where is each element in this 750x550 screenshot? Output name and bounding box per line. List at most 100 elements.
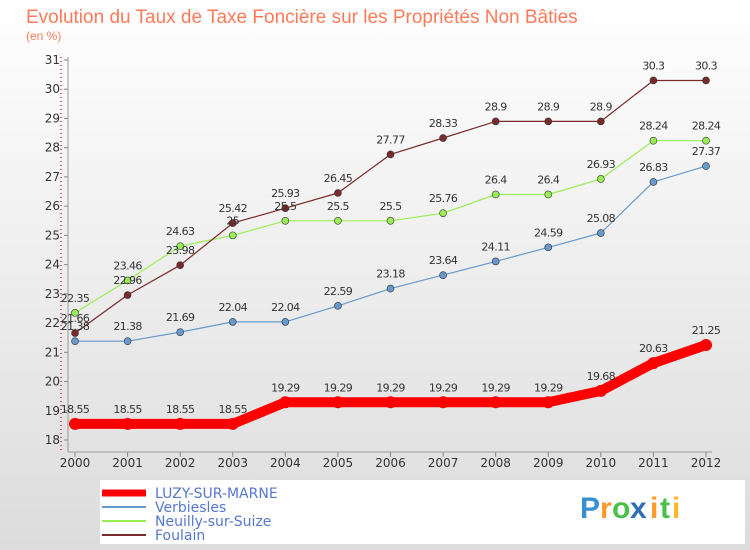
data-label: 25.5 <box>327 200 350 213</box>
series-point <box>123 276 132 285</box>
y-tick-label: 21 <box>45 345 60 359</box>
data-label: 27.37 <box>692 145 721 158</box>
series-point <box>649 136 658 145</box>
data-label: 26.93 <box>587 158 616 171</box>
x-tick-label: 2007 <box>428 456 459 470</box>
series-point <box>647 357 660 370</box>
data-label: 28.24 <box>692 120 721 133</box>
series-point <box>384 396 397 409</box>
data-label: 22.04 <box>219 301 248 314</box>
data-label: 22.59 <box>324 285 353 298</box>
svg-text:t: t <box>660 492 670 525</box>
series-point <box>228 318 237 326</box>
data-label: 28.9 <box>590 100 613 113</box>
data-label: 21.66 <box>61 312 90 325</box>
series-point <box>489 396 502 409</box>
data-label: 30.3 <box>695 59 718 72</box>
data-label: 28.33 <box>429 117 458 130</box>
data-label: 26.45 <box>324 172 353 185</box>
series-point <box>649 76 658 85</box>
x-tick-label: 2001 <box>112 456 143 470</box>
data-label: 26.83 <box>639 161 668 174</box>
series-point <box>71 329 79 337</box>
x-tick-label: 2009 <box>533 456 564 470</box>
y-tick-label: 28 <box>45 141 60 155</box>
series-point <box>544 117 553 126</box>
proxiti-logo: P r o x i t i <box>580 492 680 525</box>
series-point <box>700 339 712 351</box>
data-label: 24.63 <box>166 225 195 238</box>
data-label: 21.69 <box>166 311 195 324</box>
series-point <box>491 257 500 266</box>
series-point <box>176 261 184 270</box>
series-point <box>437 396 450 409</box>
x-tick-label: 2005 <box>323 456 354 470</box>
svg-text:i: i <box>672 492 680 525</box>
series-point <box>123 291 132 299</box>
legend-label: LUZY-SUR-MARNE <box>155 486 278 502</box>
data-label: 22.04 <box>271 301 300 314</box>
y-tick-label: 22 <box>45 316 60 330</box>
data-label: 28.9 <box>537 100 560 113</box>
axes: 18 19 20 21 22 23 24 25 26 27 28 29 30 31 2000 2001 2002… <box>45 53 722 470</box>
series-point <box>279 396 292 409</box>
data-label: 30.3 <box>642 59 665 72</box>
series-point <box>334 216 342 225</box>
data-label: 19.29 <box>429 381 458 394</box>
data-label: 18.55 <box>113 403 142 416</box>
data-label: 18.55 <box>166 403 195 416</box>
series-point <box>544 243 553 252</box>
series-point <box>544 190 553 199</box>
series-point <box>439 209 447 217</box>
series-point <box>121 417 134 430</box>
series-point <box>702 76 710 85</box>
series-point <box>594 384 607 397</box>
legend-label: Foulain <box>155 528 205 544</box>
data-label: 20.63 <box>639 342 668 355</box>
data-label: 25.76 <box>429 192 458 205</box>
data-label: 19.68 <box>587 370 616 383</box>
series-point <box>71 309 79 317</box>
data-label: 21.38 <box>61 320 90 333</box>
data-label: 22.35 <box>61 292 90 305</box>
y-tick-label: 27 <box>45 170 60 184</box>
chart-subtitle: (en %) <box>26 29 61 43</box>
data-label: 24.11 <box>481 240 510 253</box>
data-label: 18.55 <box>219 403 248 416</box>
data-label: 23.98 <box>166 244 195 257</box>
data-label: 21.38 <box>113 320 142 333</box>
data-label: 23.46 <box>113 259 142 272</box>
series-point <box>491 117 500 126</box>
data-label: 28.9 <box>485 100 508 113</box>
series-point <box>439 271 447 279</box>
data-label: 25 <box>226 214 239 227</box>
x-tick-label: 2000 <box>60 456 91 470</box>
series-point <box>176 328 184 336</box>
y-tick-label: 19 <box>45 404 60 418</box>
series-point <box>702 162 710 170</box>
y-tick-label: 26 <box>45 199 60 213</box>
data-label: 25.5 <box>274 200 297 213</box>
series-point <box>649 178 658 186</box>
series-point <box>334 189 342 197</box>
series-point <box>281 216 290 225</box>
series-point <box>331 396 344 409</box>
data-label: 25.5 <box>379 200 402 213</box>
series-point <box>386 216 395 225</box>
series-point <box>281 318 290 326</box>
series-lines <box>69 76 712 430</box>
series-point <box>226 417 239 430</box>
data-label: 25.08 <box>587 212 616 225</box>
data-label: 26.4 <box>537 173 560 186</box>
y-tick-label: 23 <box>45 287 60 301</box>
series-point <box>386 284 395 293</box>
y-tick-label: 31 <box>45 53 60 67</box>
data-label: 19.29 <box>271 381 300 394</box>
svg-text:x: x <box>630 492 647 525</box>
series-point <box>228 231 237 240</box>
data-label: 19.29 <box>534 381 563 394</box>
data-label: 19.29 <box>376 381 405 394</box>
x-tick-label: 2006 <box>375 456 406 470</box>
